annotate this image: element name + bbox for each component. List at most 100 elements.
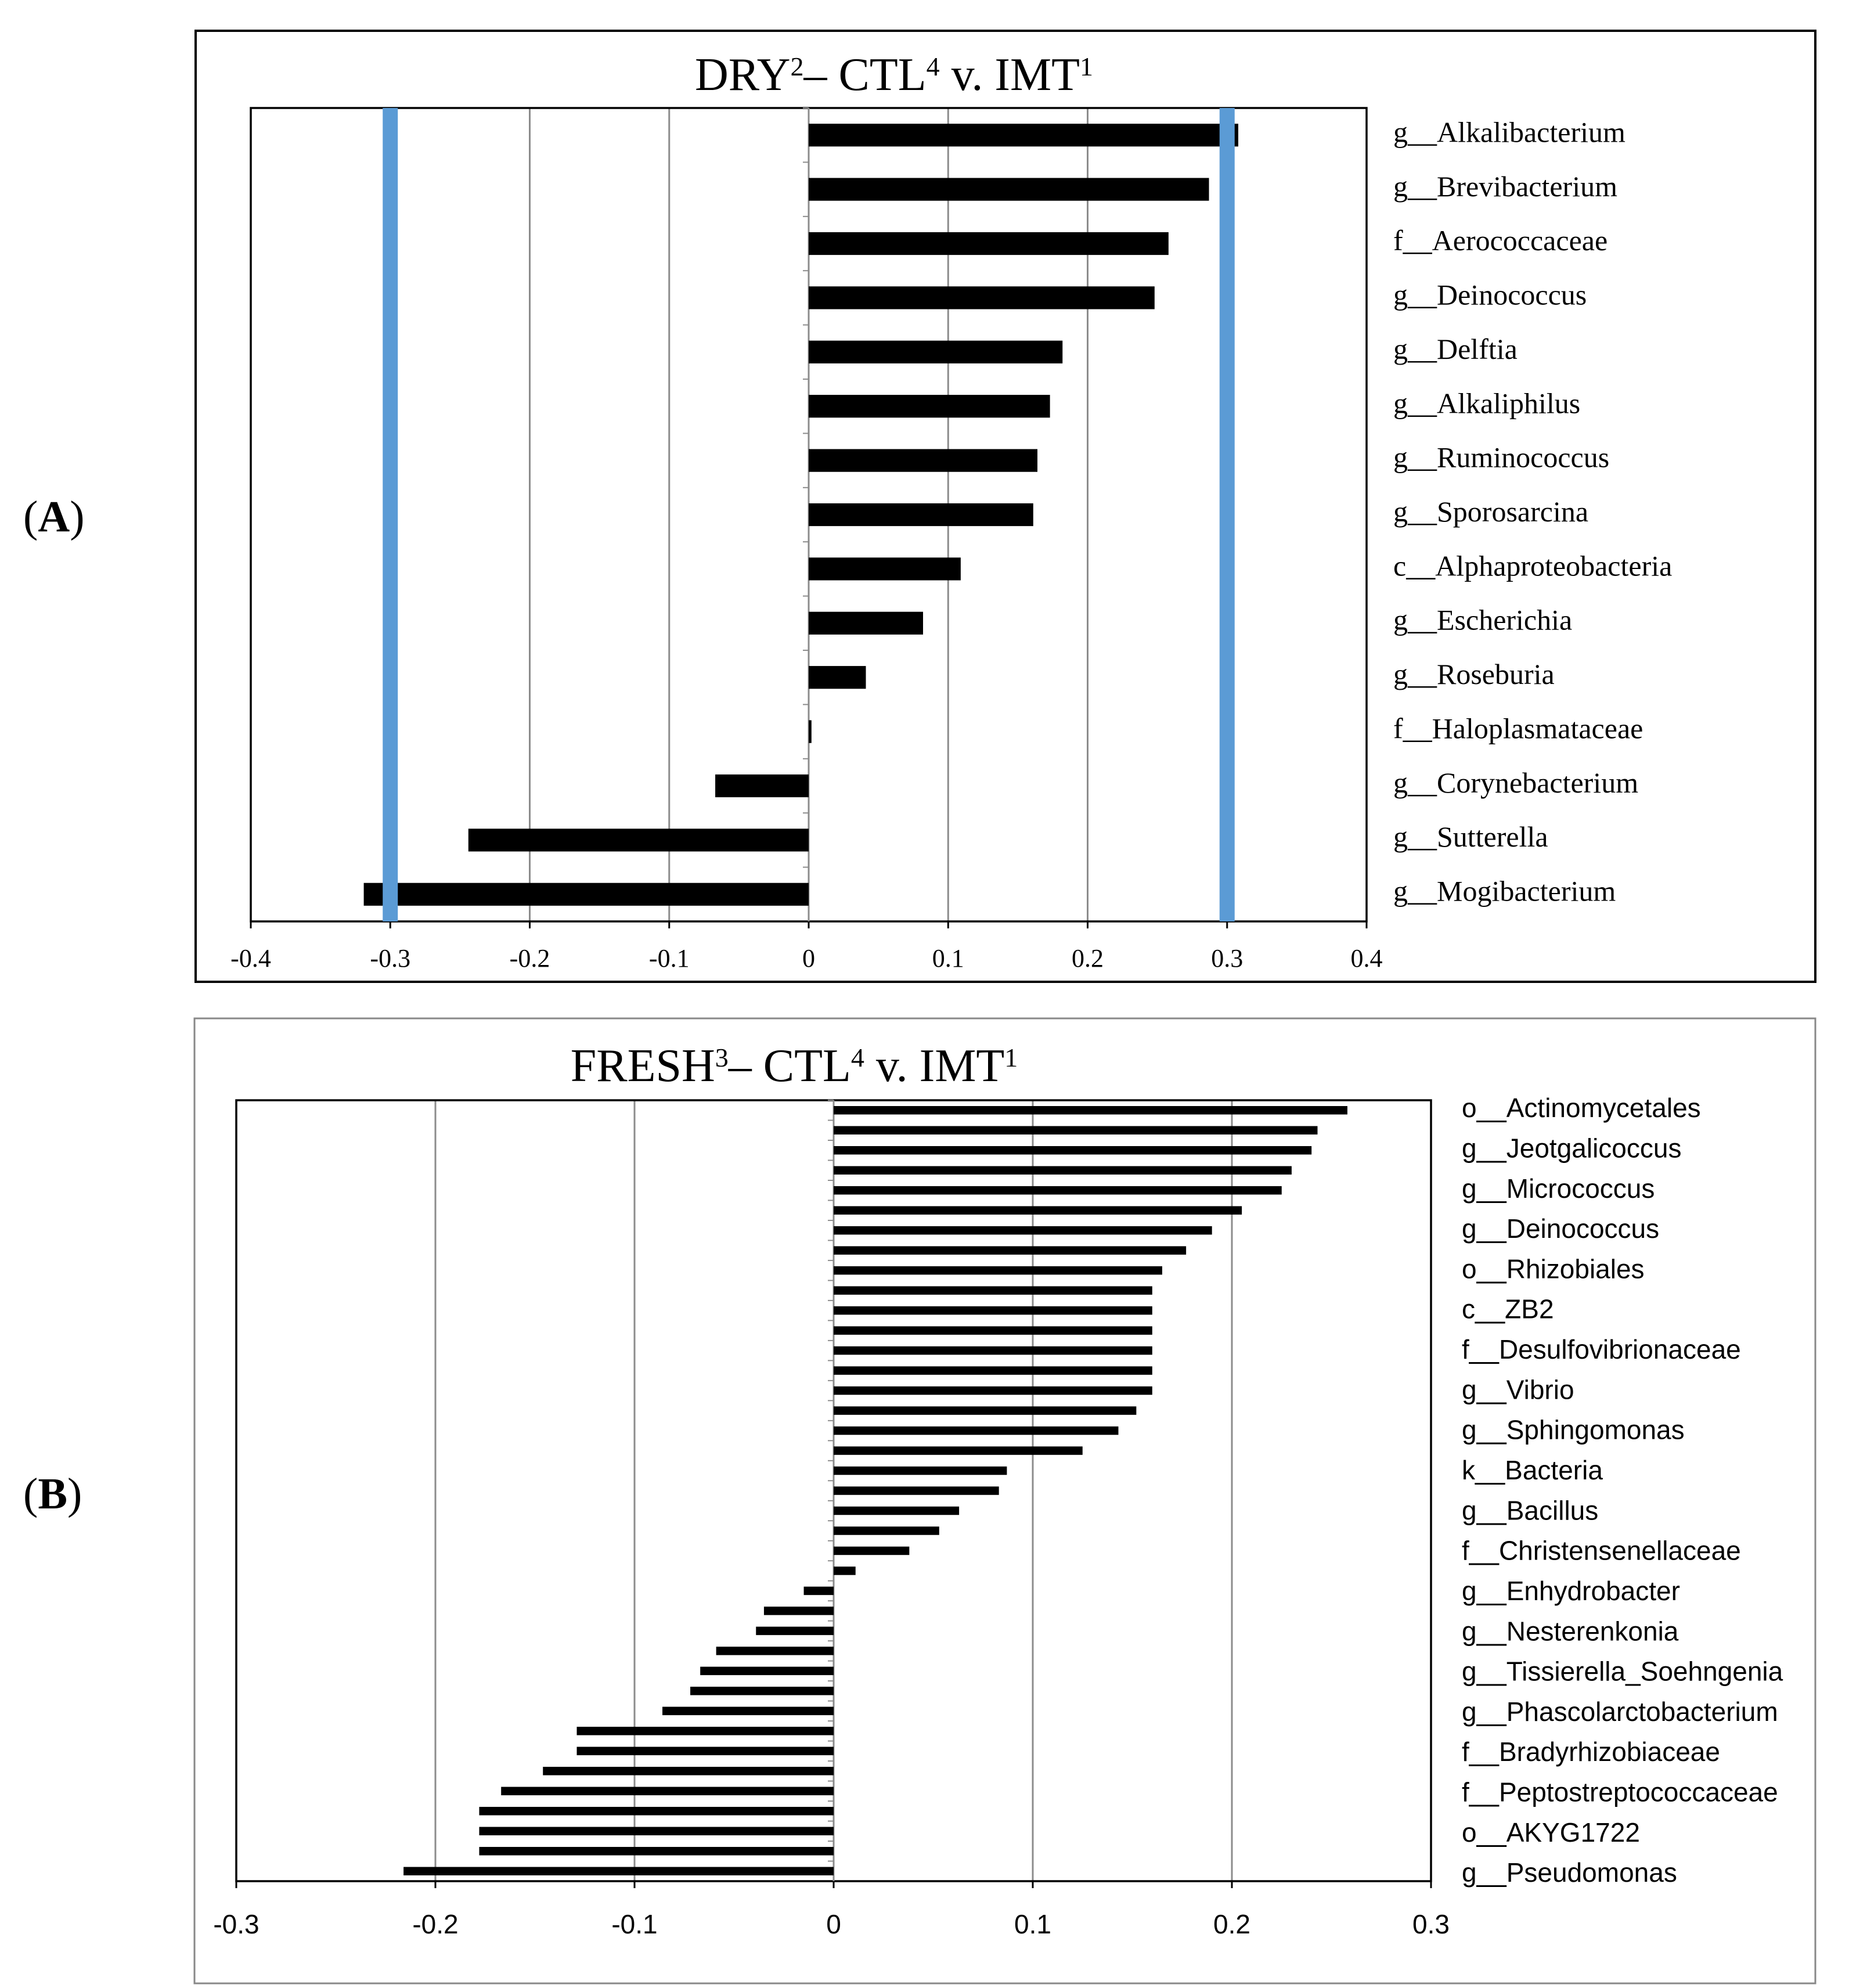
chart-a-x-tick-label: -0.3: [370, 944, 410, 973]
chart-b: -0.3 -0.2 -0.1 0 0.1 0.2 0.3 o__Actinomycetales…: [213, 1093, 1783, 1939]
chart-b-bar: [834, 1266, 1162, 1275]
chart-b-title: FRESH3– CTL4 v. IMT1: [571, 1040, 1018, 1092]
chart-b-bar: [479, 1827, 834, 1836]
chart-b-category-label: g__Phascolarctobacterium: [1462, 1697, 1778, 1727]
chart-b-bar: [834, 1486, 999, 1495]
chart-a-bar: [809, 395, 1050, 418]
chart-a-bar: [809, 611, 924, 635]
chart-b-bar: [834, 1246, 1187, 1255]
chart-b-bar: [834, 1386, 1152, 1395]
chart-b-bar: [700, 1666, 834, 1676]
chart-a-frame: [194, 30, 1816, 983]
chart-a-category-label: g__Alkalibacterium: [1393, 116, 1625, 148]
chart-b-bar: [756, 1626, 834, 1636]
chart-b-bar: [479, 1807, 834, 1816]
chart-b-bar: [803, 1586, 834, 1596]
chart-b-x-tick-label: 0.2: [1213, 1909, 1250, 1939]
chart-b-bar: [834, 1166, 1292, 1175]
chart-b-bar: [834, 1446, 1083, 1455]
chart-b-frame: [193, 1017, 1816, 1985]
chart-b-bar: [834, 1506, 960, 1515]
chart-b-bar: [834, 1226, 1212, 1235]
chart-b-category-label: o__Actinomycetales: [1462, 1093, 1701, 1123]
chart-a-title: DRY2– CTL4 v. IMT1: [695, 49, 1093, 100]
chart-a-bar: [809, 232, 1169, 255]
chart-b-bar: [834, 1546, 910, 1555]
chart-b-category-label: g__Nesterenkonia: [1462, 1616, 1679, 1646]
chart-b-bar: [763, 1607, 834, 1615]
chart-b-bar: [834, 1146, 1312, 1155]
chart-a-bar: [809, 720, 812, 743]
chart-a-bar: [809, 178, 1209, 201]
chart-b-bar: [834, 1286, 1152, 1295]
chart-b-category-label: k__Bacteria: [1462, 1455, 1603, 1485]
chart-b-category-label: g__Vibrio: [1462, 1374, 1574, 1404]
chart-a-bar: [363, 883, 809, 906]
chart-a-category-label: g__Sporosarcina: [1393, 495, 1588, 528]
chart-a-category-label: g__Ruminococcus: [1393, 441, 1609, 474]
chart-a-x-tick-label: -0.2: [510, 944, 550, 973]
chart-b-bar: [834, 1306, 1152, 1315]
chart-a-bar: [809, 286, 1155, 309]
chart-b-bar: [834, 1326, 1152, 1335]
chart-a-x-tick-label: -0.1: [649, 944, 690, 973]
chart-a-x-tick-label: -0.4: [230, 944, 271, 973]
chart-b-x-tick-label: 0.1: [1014, 1909, 1051, 1939]
chart-b-category-label: g__Bacillus: [1462, 1495, 1598, 1525]
chart-b-bar: [834, 1126, 1318, 1135]
chart-a-bar: [809, 124, 1238, 147]
chart-b-category-label: g__Sphingomonas: [1462, 1415, 1685, 1445]
chart-a-bar: [809, 666, 866, 689]
chart-b-x-tick-label: -0.2: [412, 1909, 458, 1939]
chart-b-bar: [576, 1727, 834, 1735]
chart-b-x-tick-label: -0.1: [611, 1909, 657, 1939]
chart-a-x-tick-label: 0.4: [1351, 944, 1383, 973]
chart-a-x-tick-label: 0: [802, 944, 815, 973]
chart-b-category-label: o__AKYG1722: [1462, 1817, 1640, 1847]
chart-b-bar: [834, 1426, 1119, 1435]
chart-b-bar: [834, 1466, 1007, 1475]
panel-label-b: (B): [23, 1470, 82, 1518]
chart-a-x-tick-label: 0.3: [1211, 944, 1243, 973]
chart-b-category-label: g__Micrococcus: [1462, 1173, 1655, 1204]
chart-b-bar: [501, 1787, 834, 1796]
chart-b-category-label: c__ZB2: [1462, 1294, 1554, 1324]
panel-label-a: (A): [23, 492, 85, 541]
chart-b-category-label: f__Bradyrhizobiaceae: [1462, 1737, 1720, 1767]
chart-b-bar: [834, 1186, 1282, 1195]
chart-b-bar: [716, 1647, 834, 1655]
chart-a-category-label: g__Brevibacterium: [1393, 170, 1617, 203]
chart-b-bar: [690, 1687, 834, 1695]
chart-a-category-label: g__Sutterella: [1393, 820, 1548, 853]
chart-b-bar: [834, 1566, 856, 1575]
chart-b-category-label: g__Enhydrobacter: [1462, 1576, 1680, 1606]
chart-b-bar: [479, 1847, 834, 1856]
chart-b-category-label: f__Peptostreptococcaceae: [1462, 1777, 1778, 1807]
chart-b-bar: [834, 1526, 939, 1535]
chart-b-x-tick-label: 0: [826, 1909, 841, 1939]
chart-b-bar: [576, 1746, 834, 1756]
chart-b-bar: [834, 1406, 1137, 1415]
chart-a-x-tick-label: 0.2: [1072, 944, 1104, 973]
chart-a-bar: [468, 829, 809, 852]
chart-a-bar: [809, 449, 1038, 472]
chart-a-bar: [715, 774, 809, 798]
chart-b-category-label: o__Rhizobiales: [1462, 1254, 1645, 1284]
chart-a-category-label: g__Roseburia: [1393, 658, 1555, 690]
chart-a-category-label: g__Corynebacterium: [1393, 766, 1638, 799]
chart-b-category-label: f__Desulfovibrionaceae: [1462, 1334, 1741, 1364]
chart-b-bar: [834, 1366, 1152, 1375]
chart-a-bar: [809, 557, 961, 581]
chart-b-category-label: g__Pseudomonas: [1462, 1857, 1677, 1888]
chart-a-threshold-line: [383, 108, 398, 921]
chart-b-category-label: g__Tissierella_Soehngenia: [1462, 1656, 1783, 1687]
chart-a-category-label: f__Aerococcaceae: [1393, 224, 1607, 257]
chart-a-category-label: g__Mogibacterium: [1393, 874, 1616, 907]
chart-a-bar: [809, 340, 1063, 363]
chart-b-bar: [543, 1767, 834, 1775]
chart-b-bar: [834, 1346, 1152, 1355]
chart-a-category-label: g__Deinococcus: [1393, 279, 1587, 311]
chart-b-category-label: f__Christensenellaceae: [1462, 1536, 1741, 1566]
chart-a-x-tick-label: 0.1: [932, 944, 964, 973]
